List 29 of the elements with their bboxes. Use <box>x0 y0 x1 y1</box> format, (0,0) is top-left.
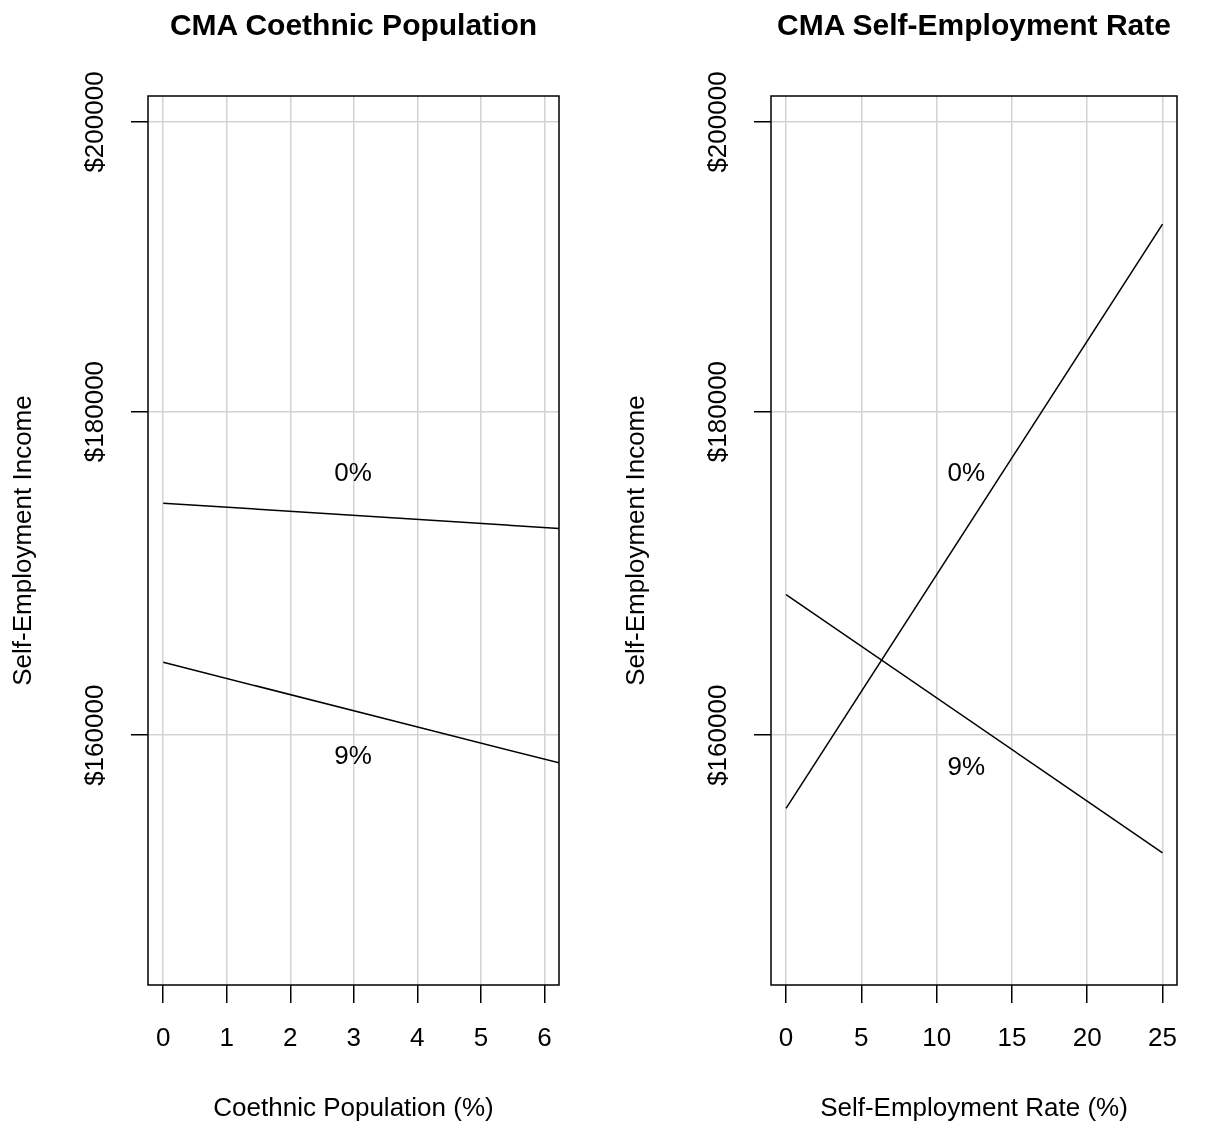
x-tick-label: 1 <box>219 1021 234 1052</box>
x-tick-label: 5 <box>854 1021 869 1052</box>
x-tick-label: 15 <box>997 1021 1027 1052</box>
y-tick-label: $180000 <box>79 360 110 463</box>
series-label: 9% <box>334 739 372 770</box>
x-axis-title: Self-Employment Rate (%) <box>820 1091 1128 1122</box>
chart-title: CMA Coethnic Population <box>169 8 538 42</box>
y-axis-title: Self-Employment Income <box>7 395 38 686</box>
y-tick-label: $180000 <box>702 360 733 463</box>
x-tick-label: 5 <box>473 1021 489 1052</box>
x-tick-label: 6 <box>537 1021 552 1052</box>
x-axis-title: Coethnic Population (%) <box>213 1091 494 1122</box>
x-tick-label: 25 <box>1148 1021 1177 1052</box>
x-tick-label: 3 <box>346 1021 362 1052</box>
y-tick-label: $160000 <box>702 684 733 786</box>
chart-title: CMA Self-Employment Rate <box>777 8 1171 42</box>
series-label: 9% <box>947 750 986 781</box>
x-tick-label: 0 <box>156 1021 171 1052</box>
y-tick-label: $200000 <box>79 71 110 173</box>
x-tick-label: 20 <box>1072 1021 1102 1052</box>
x-tick-label: 10 <box>922 1021 952 1052</box>
series-label: 0% <box>334 456 372 487</box>
x-tick-label: 0 <box>778 1021 794 1052</box>
series-label: 0% <box>947 457 986 488</box>
y-tick-label: $200000 <box>702 71 733 173</box>
x-tick-label: 4 <box>410 1021 425 1052</box>
y-tick-label: $160000 <box>79 684 110 786</box>
y-axis-title: Self-Employment Income <box>620 395 651 686</box>
x-tick-label: 2 <box>283 1021 298 1052</box>
